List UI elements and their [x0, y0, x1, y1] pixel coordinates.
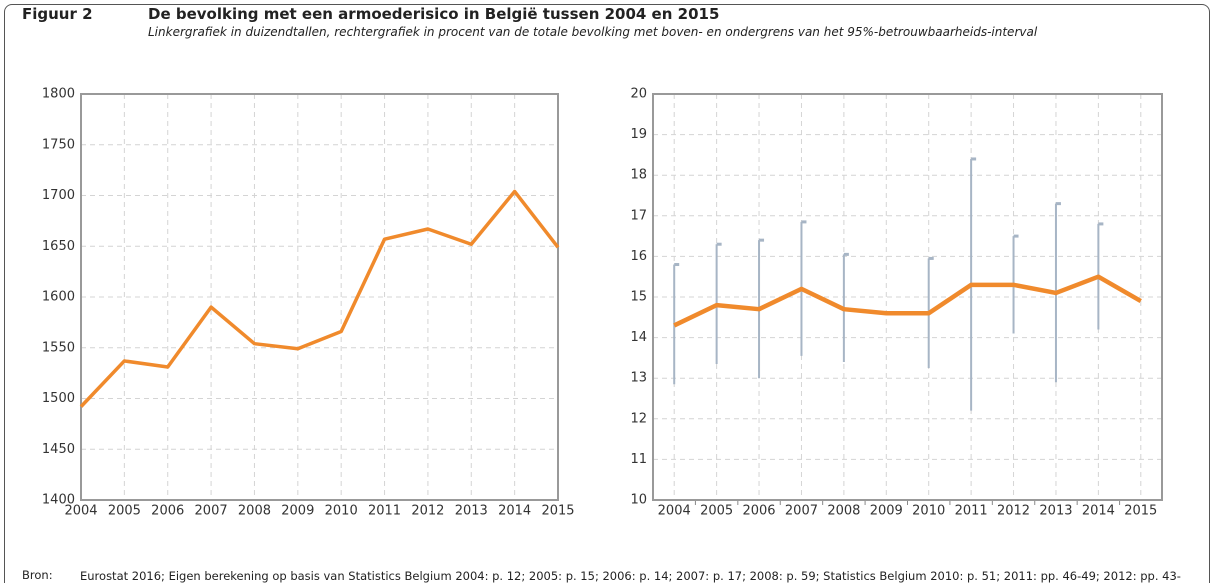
- x-tick-label: 2007: [785, 504, 818, 519]
- x-tick-label: 2006: [151, 504, 184, 519]
- x-tick-label: 2008: [827, 504, 860, 519]
- y-tick-label: 15: [630, 290, 647, 305]
- y-tick-label: 20: [630, 87, 647, 102]
- source-label: Bron:: [22, 568, 53, 582]
- x-tick-label: 2012: [997, 504, 1030, 519]
- x-tick-label: 2015: [1124, 504, 1157, 519]
- charts: 1400 1450 1500 1550 1600 1650 1700 1750 1800 2004…: [42, 87, 1163, 519]
- x-tick-label: 2009: [281, 504, 314, 519]
- x-tick-label: 2004: [64, 504, 97, 519]
- y-tick-label: 11: [630, 452, 647, 467]
- x-tick-label: 2015: [541, 504, 574, 519]
- y-tick-label: 1600: [42, 290, 75, 305]
- figure-label: Figuur 2: [22, 5, 93, 23]
- x-tick-label: 2011: [955, 504, 988, 519]
- x-tick-label: 2014: [498, 504, 531, 519]
- x-tick-label: 2009: [870, 504, 903, 519]
- x-tick-label: 2012: [411, 504, 444, 519]
- y-tick-label: 1550: [42, 340, 75, 355]
- x-tick-label: 2008: [238, 504, 271, 519]
- x-tick-label: 2005: [700, 504, 733, 519]
- x-tick-label: 2011: [368, 504, 401, 519]
- figure-subtitle: Linkergrafiek in duizendtallen, rechterg…: [148, 25, 1038, 39]
- x-tick-label: 2005: [108, 504, 141, 519]
- y-tick-label: 1700: [42, 188, 75, 203]
- y-tick-label: 17: [630, 208, 647, 223]
- x-tick-label: 2006: [742, 504, 775, 519]
- data-line: [673, 274, 1142, 328]
- x-tick-label: 2013: [1039, 504, 1072, 519]
- y-tick-label: 16: [630, 249, 647, 264]
- data-line: [79, 189, 560, 408]
- y-tick-label: 13: [630, 371, 647, 386]
- y-tick-label: 14: [630, 330, 647, 345]
- x-tick-label: 2010: [325, 504, 358, 519]
- y-tick-label: 1500: [42, 391, 75, 406]
- x-tick-label: 2004: [658, 504, 691, 519]
- y-tick-label: 10: [630, 493, 647, 508]
- figure-title: De bevolking met een armoederisico in Be…: [148, 5, 720, 23]
- x-tick-label: 2007: [195, 504, 228, 519]
- x-tick-label: 2010: [912, 504, 945, 519]
- y-tick-label: 18: [630, 168, 647, 183]
- frame: [4, 4, 1210, 583]
- plot-border: [652, 93, 1163, 501]
- y-tick-label: 1400: [42, 493, 75, 508]
- x-tick-label: 2013: [455, 504, 488, 519]
- y-tick-label: 1450: [42, 442, 75, 457]
- y-tick-label: 1800: [42, 87, 75, 102]
- source: Eurostat 2016; Eigen berekening op basis…: [80, 569, 1181, 583]
- y-tick-label: 1650: [42, 239, 75, 254]
- y-tick-label: 12: [630, 411, 647, 426]
- x-tick-label: 2014: [1082, 504, 1115, 519]
- y-tick-label: 19: [630, 127, 647, 142]
- plot-border: [80, 93, 559, 501]
- y-tick-label: 1750: [42, 137, 75, 152]
